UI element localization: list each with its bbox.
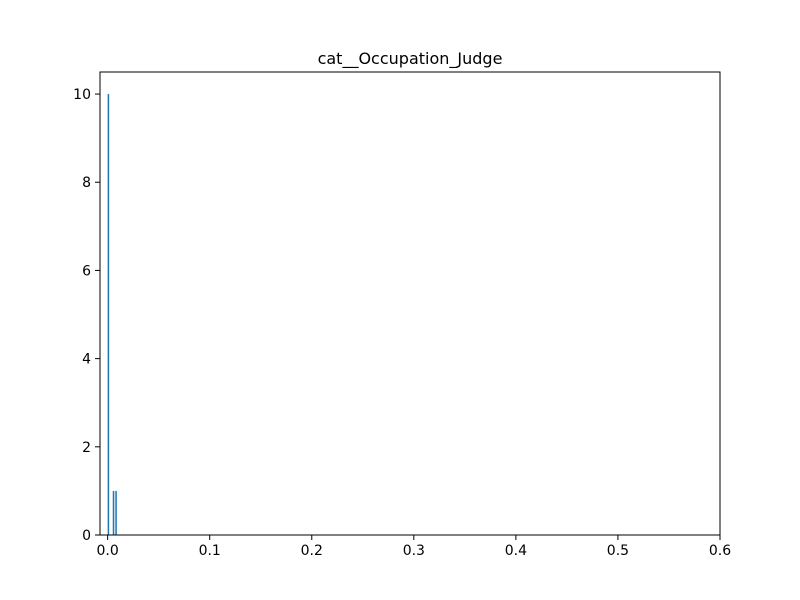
plot-frame	[99, 71, 721, 536]
histogram-bar-2	[115, 490, 117, 535]
x-tick-label-0: 0.0	[97, 543, 119, 559]
histogram-bar-1	[112, 490, 115, 535]
y-tick-label-2: 4	[82, 352, 91, 368]
x-tick-label-6: 0.6	[709, 543, 731, 559]
histogram-bar-0	[107, 94, 110, 536]
x-tick-label-3: 0.3	[403, 543, 425, 559]
y-tick-label-3: 6	[82, 263, 91, 279]
y-axis-ticks: 0 2 4 6 8 10	[73, 87, 100, 544]
x-tick-label-2: 0.2	[301, 543, 323, 559]
y-tick-label-1: 2	[82, 440, 91, 456]
y-tick-label-4: 8	[82, 175, 91, 191]
bars-group	[107, 94, 117, 536]
x-axis-ticks: 0.0 0.1 0.2 0.3 0.4 0.5 0.6	[97, 535, 731, 559]
x-tick-label-5: 0.5	[607, 543, 629, 559]
x-tick-label-4: 0.4	[505, 543, 527, 559]
x-tick-label-1: 0.1	[199, 543, 221, 559]
chart-title: cat__Occupation_Judge	[318, 49, 503, 69]
y-tick-label-5: 10	[73, 87, 91, 103]
y-tick-label-0: 0	[82, 528, 91, 544]
